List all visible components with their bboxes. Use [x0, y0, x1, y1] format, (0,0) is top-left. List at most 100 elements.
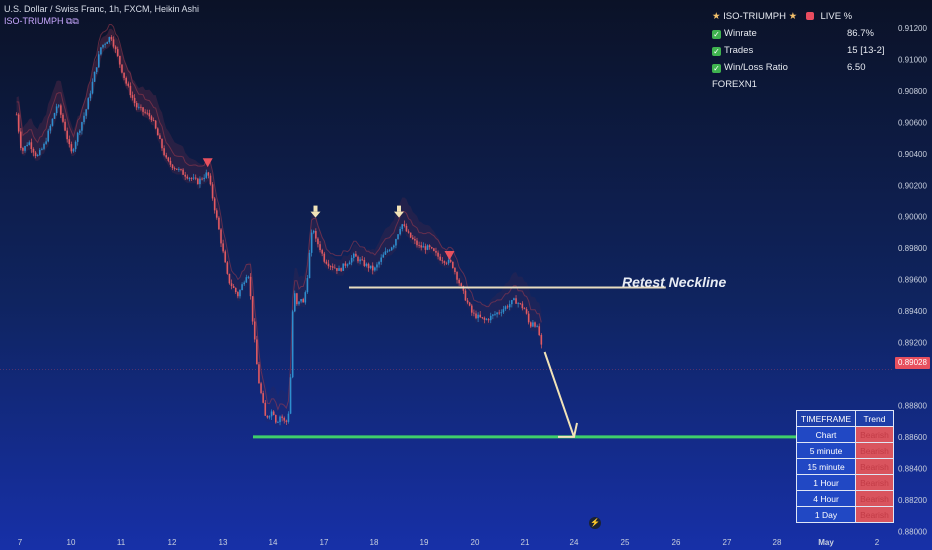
candle-body	[489, 315, 492, 321]
candle-body	[492, 314, 494, 316]
candle-body	[24, 146, 26, 151]
candle-body	[194, 177, 197, 179]
candle-body	[190, 178, 193, 179]
candle-body	[22, 148, 24, 151]
candle-body	[532, 322, 534, 327]
candle-body	[275, 415, 277, 423]
candle-body	[226, 262, 229, 274]
candle-body	[249, 276, 252, 297]
candle-body	[60, 105, 62, 115]
candle-body	[38, 149, 41, 155]
candle-body	[87, 98, 90, 110]
candle-body	[331, 266, 334, 268]
candle-body	[506, 306, 509, 308]
candle-body	[15, 114, 18, 116]
candle-body	[454, 268, 456, 273]
candle-body	[369, 265, 372, 269]
candle-body	[405, 225, 408, 232]
candle-body	[302, 299, 305, 303]
indicator-title[interactable]: ISO-TRIUMPH ⧉⧉	[4, 16, 79, 26]
candle-body	[146, 112, 149, 114]
candle-body	[340, 268, 342, 271]
current-price-badge: 0.89028	[895, 357, 930, 369]
candle-body	[116, 49, 119, 56]
timeframe-cell: Chart	[795, 426, 857, 443]
star-icon: ★	[712, 11, 721, 22]
lightning-icon[interactable]: ⚡	[589, 517, 601, 529]
candle-body	[62, 114, 64, 122]
candle-body	[203, 177, 205, 180]
candle-body	[83, 115, 85, 123]
candle-body	[272, 411, 275, 416]
candle-body	[108, 37, 111, 43]
candle-body	[342, 263, 345, 271]
candle-body	[293, 293, 296, 312]
candle-body	[534, 322, 536, 327]
candle-body	[536, 326, 538, 328]
candle-body	[319, 244, 321, 251]
candle-body	[262, 393, 264, 403]
candle-body	[199, 178, 201, 185]
candle-body	[220, 229, 222, 244]
candle-body	[129, 85, 132, 96]
x-tick-label: 24	[570, 538, 579, 547]
candle-body	[279, 416, 281, 423]
candle-body	[367, 263, 370, 269]
trend-cell: Bearish	[855, 506, 894, 523]
candle-body	[452, 261, 454, 269]
candle-body	[197, 178, 199, 185]
trend-cell: Bearish	[855, 426, 894, 443]
y-tick-label: 0.90200	[898, 181, 927, 190]
candle-body	[357, 256, 359, 262]
candle-body	[416, 240, 418, 246]
candle-body	[207, 172, 210, 176]
timeframe-cell: 1 Hour	[795, 474, 857, 491]
candle-body	[215, 210, 218, 218]
candle-body	[211, 184, 214, 199]
candle-body	[329, 266, 332, 267]
stat-value: 15 [13-2]	[847, 45, 885, 56]
candle-body	[502, 309, 505, 313]
candle-body	[498, 312, 500, 314]
x-tick-label: 19	[420, 538, 429, 547]
candle-body	[494, 314, 496, 316]
candle-body	[102, 44, 104, 48]
candle-body	[156, 128, 159, 136]
candle-body	[386, 250, 389, 252]
candle-body	[460, 283, 463, 286]
candle-body	[144, 111, 146, 113]
candle-body	[443, 261, 446, 263]
candle-body	[291, 311, 294, 378]
candle-body	[91, 81, 94, 94]
candle-body	[57, 105, 60, 107]
candle-body	[411, 237, 414, 240]
table-row: 1 Hour Bearish	[795, 474, 894, 491]
candle-body	[66, 130, 68, 140]
candle-body	[97, 54, 100, 68]
sell-signal-icon	[444, 251, 455, 261]
candle-body	[213, 198, 216, 211]
stats-panel: ★ ISO-TRIUMPH ★ LIVE % ✓ Winrate 86.7% ✓ T…	[712, 8, 887, 93]
candle-body	[397, 234, 399, 240]
candle-body	[382, 254, 385, 258]
candle-body	[445, 262, 448, 264]
stats-title: ISO-TRIUMPH	[723, 11, 786, 22]
candle-body	[374, 267, 376, 271]
x-axis: 7 10 11 12 13 14 17 18 19 20 21 24 25 26 27 28 May 2	[18, 538, 880, 547]
candle-body	[336, 268, 338, 271]
candle-body	[449, 260, 452, 262]
candle-body	[414, 239, 416, 241]
candle-body	[169, 160, 172, 165]
down-arrow-icon	[394, 211, 404, 218]
x-tick-label: 28	[773, 538, 782, 547]
x-tick-label: 11	[117, 538, 126, 547]
candle-body	[68, 139, 71, 145]
table-row: 1 Day Bearish	[795, 506, 894, 523]
x-tick-label: 20	[471, 538, 480, 547]
candle-body	[47, 130, 50, 142]
candle-body	[285, 420, 288, 422]
candle-body	[106, 42, 109, 44]
candle-body	[53, 113, 56, 119]
